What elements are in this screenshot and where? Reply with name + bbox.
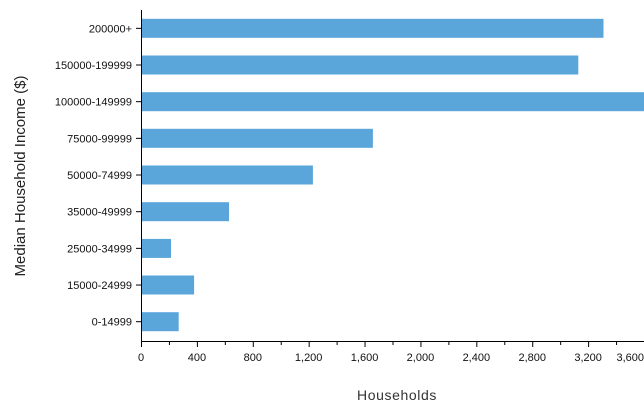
bar [142,238,171,258]
bar [142,165,313,185]
x-tick-label: 0 [138,352,144,364]
bar [142,275,195,295]
x-axis: 0 400 800 1,200 1,600 2,000 2,400 2,800 3,200 3,6… [138,341,644,364]
y-tick-label: 50000-74999 [67,170,132,182]
bar [142,18,604,38]
x-tick-label: 2,000 [407,352,435,364]
y-tick-label: 35000-49999 [67,207,132,219]
x-axis-title: Households [357,387,437,402]
y-axis: 200000+ 150000-199999 100000-149999 75000-9… [55,10,142,341]
bar [142,202,229,222]
y-tick-label: 25000-34999 [67,243,132,255]
x-tick-label: 3,600 [616,352,644,364]
y-tick-label: 150000-199999 [55,60,132,72]
x-tick-label: 1,600 [351,352,379,364]
y-tick-label: 15000-24999 [67,280,132,292]
y-tick-label: 100000-149999 [55,97,132,109]
x-tick-label: 1,200 [295,352,323,364]
x-tick-label: 2,800 [518,352,546,364]
bar [142,312,179,332]
bar [142,128,373,148]
bar [142,55,579,75]
x-tick-label: 800 [244,352,262,364]
y-tick-label: 200000+ [89,23,132,35]
x-tick-label: 400 [188,352,206,364]
bars-group [142,18,644,332]
y-axis-title: Median Household Income ($) [12,76,29,277]
x-tick-label: 2,400 [463,352,491,364]
y-tick-label: 0-14999 [92,317,132,329]
bar [142,92,644,112]
x-tick-label: 3,200 [574,352,602,364]
y-tick-label: 75000-99999 [67,133,132,145]
